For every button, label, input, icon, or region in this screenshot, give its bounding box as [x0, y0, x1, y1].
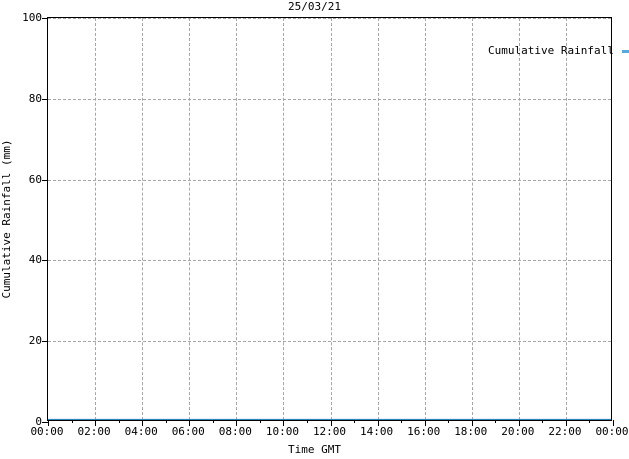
y-axis-tick [42, 422, 48, 423]
x-axis-tick-label: 00:00 [595, 425, 629, 438]
x-axis-tick [95, 420, 97, 426]
legend-label-cumulative-rainfall: Cumulative Rainfall [488, 44, 614, 57]
x-axis-tick [236, 420, 238, 426]
x-axis-minor-tick [118, 420, 120, 423]
x-axis-minor-tick [165, 420, 167, 423]
x-axis-tick-label: 06:00 [171, 425, 205, 438]
x-axis-minor-tick [212, 420, 214, 423]
gridline-vertical [424, 18, 426, 420]
x-axis-minor-tick [306, 420, 308, 423]
y-axis-tick-label: 0 [35, 415, 42, 428]
y-axis-tick [42, 341, 48, 343]
gridline-vertical [518, 18, 520, 420]
x-axis-tick-label: 20:00 [501, 425, 535, 438]
gridline-vertical [565, 18, 567, 420]
gridline-vertical [330, 18, 332, 420]
x-axis-tick [518, 420, 520, 426]
chart-title: 25/03/21 [288, 0, 341, 13]
y-axis-tick-label: 80 [28, 91, 42, 105]
x-axis-minor-tick [448, 420, 450, 423]
plot-area: Cumulative Rainfall [42, 17, 629, 426]
chart-legend: Cumulative Rainfall [488, 44, 629, 58]
x-axis-tick [142, 420, 144, 426]
x-axis-tick-label: 10:00 [265, 425, 299, 438]
x-axis-minor-tick [495, 420, 497, 423]
x-axis-tick-label: 02:00 [77, 425, 111, 438]
gridline-horizontal [48, 341, 611, 343]
y-axis-tick-label: 20 [28, 334, 42, 348]
y-axis-tick-label: 60 [28, 172, 42, 186]
gridline-vertical [95, 18, 97, 420]
x-axis-title: Time GMT [288, 443, 341, 456]
x-axis-tick-label: 14:00 [360, 425, 394, 438]
gridline-vertical [377, 18, 379, 420]
x-axis-tick-label: 16:00 [407, 425, 441, 438]
x-axis-minor-tick [354, 420, 356, 423]
gridline-vertical [283, 18, 285, 420]
x-axis-tick-label: 00:00 [30, 425, 64, 438]
x-axis-minor-tick [71, 420, 73, 423]
gridline-vertical [471, 18, 473, 420]
x-axis-tick-label: 08:00 [218, 425, 252, 438]
x-axis-minor-tick [589, 420, 591, 423]
x-axis-minor-tick [542, 420, 544, 423]
x-axis-tick [330, 420, 332, 426]
gridline-horizontal [48, 260, 611, 262]
gridline-horizontal [48, 18, 611, 19]
x-axis-tick-label: 18:00 [454, 425, 488, 438]
x-axis-tick [471, 420, 473, 426]
gridline-horizontal [48, 179, 611, 181]
x-axis-tick [424, 420, 426, 426]
x-axis-tick [613, 420, 614, 426]
gridline-horizontal [48, 98, 611, 100]
y-axis-tick [42, 98, 48, 100]
y-axis-tick [42, 179, 48, 181]
x-axis-tick [189, 420, 191, 426]
y-axis-tick-labels: 0 20 40 60 80 100 [0, 12, 42, 427]
gridline-vertical [189, 18, 191, 420]
x-axis-minor-tick [259, 420, 261, 423]
x-axis-tick [48, 420, 49, 426]
x-axis-tick [283, 420, 285, 426]
x-axis-tick-label: 22:00 [548, 425, 582, 438]
gridline-vertical [236, 18, 238, 420]
legend-line-swatch [621, 49, 629, 53]
x-axis-minor-tick [401, 420, 403, 423]
x-axis-tick [565, 420, 567, 426]
x-axis-tick-labels: 00:00 02:00 04:00 06:00 08:00 10:00 12:00 14:00… [0, 426, 629, 440]
y-axis-tick-label: 40 [28, 253, 42, 267]
y-axis-tick-label: 100 [22, 11, 42, 24]
x-axis-tick-label: 12:00 [312, 425, 347, 438]
y-axis-tick [42, 18, 48, 19]
x-axis-tick [377, 420, 379, 426]
y-axis-tick [42, 260, 48, 262]
gridline-vertical [142, 18, 144, 420]
data-series-layer [48, 418, 611, 420]
x-axis-tick-label: 04:00 [124, 425, 158, 438]
